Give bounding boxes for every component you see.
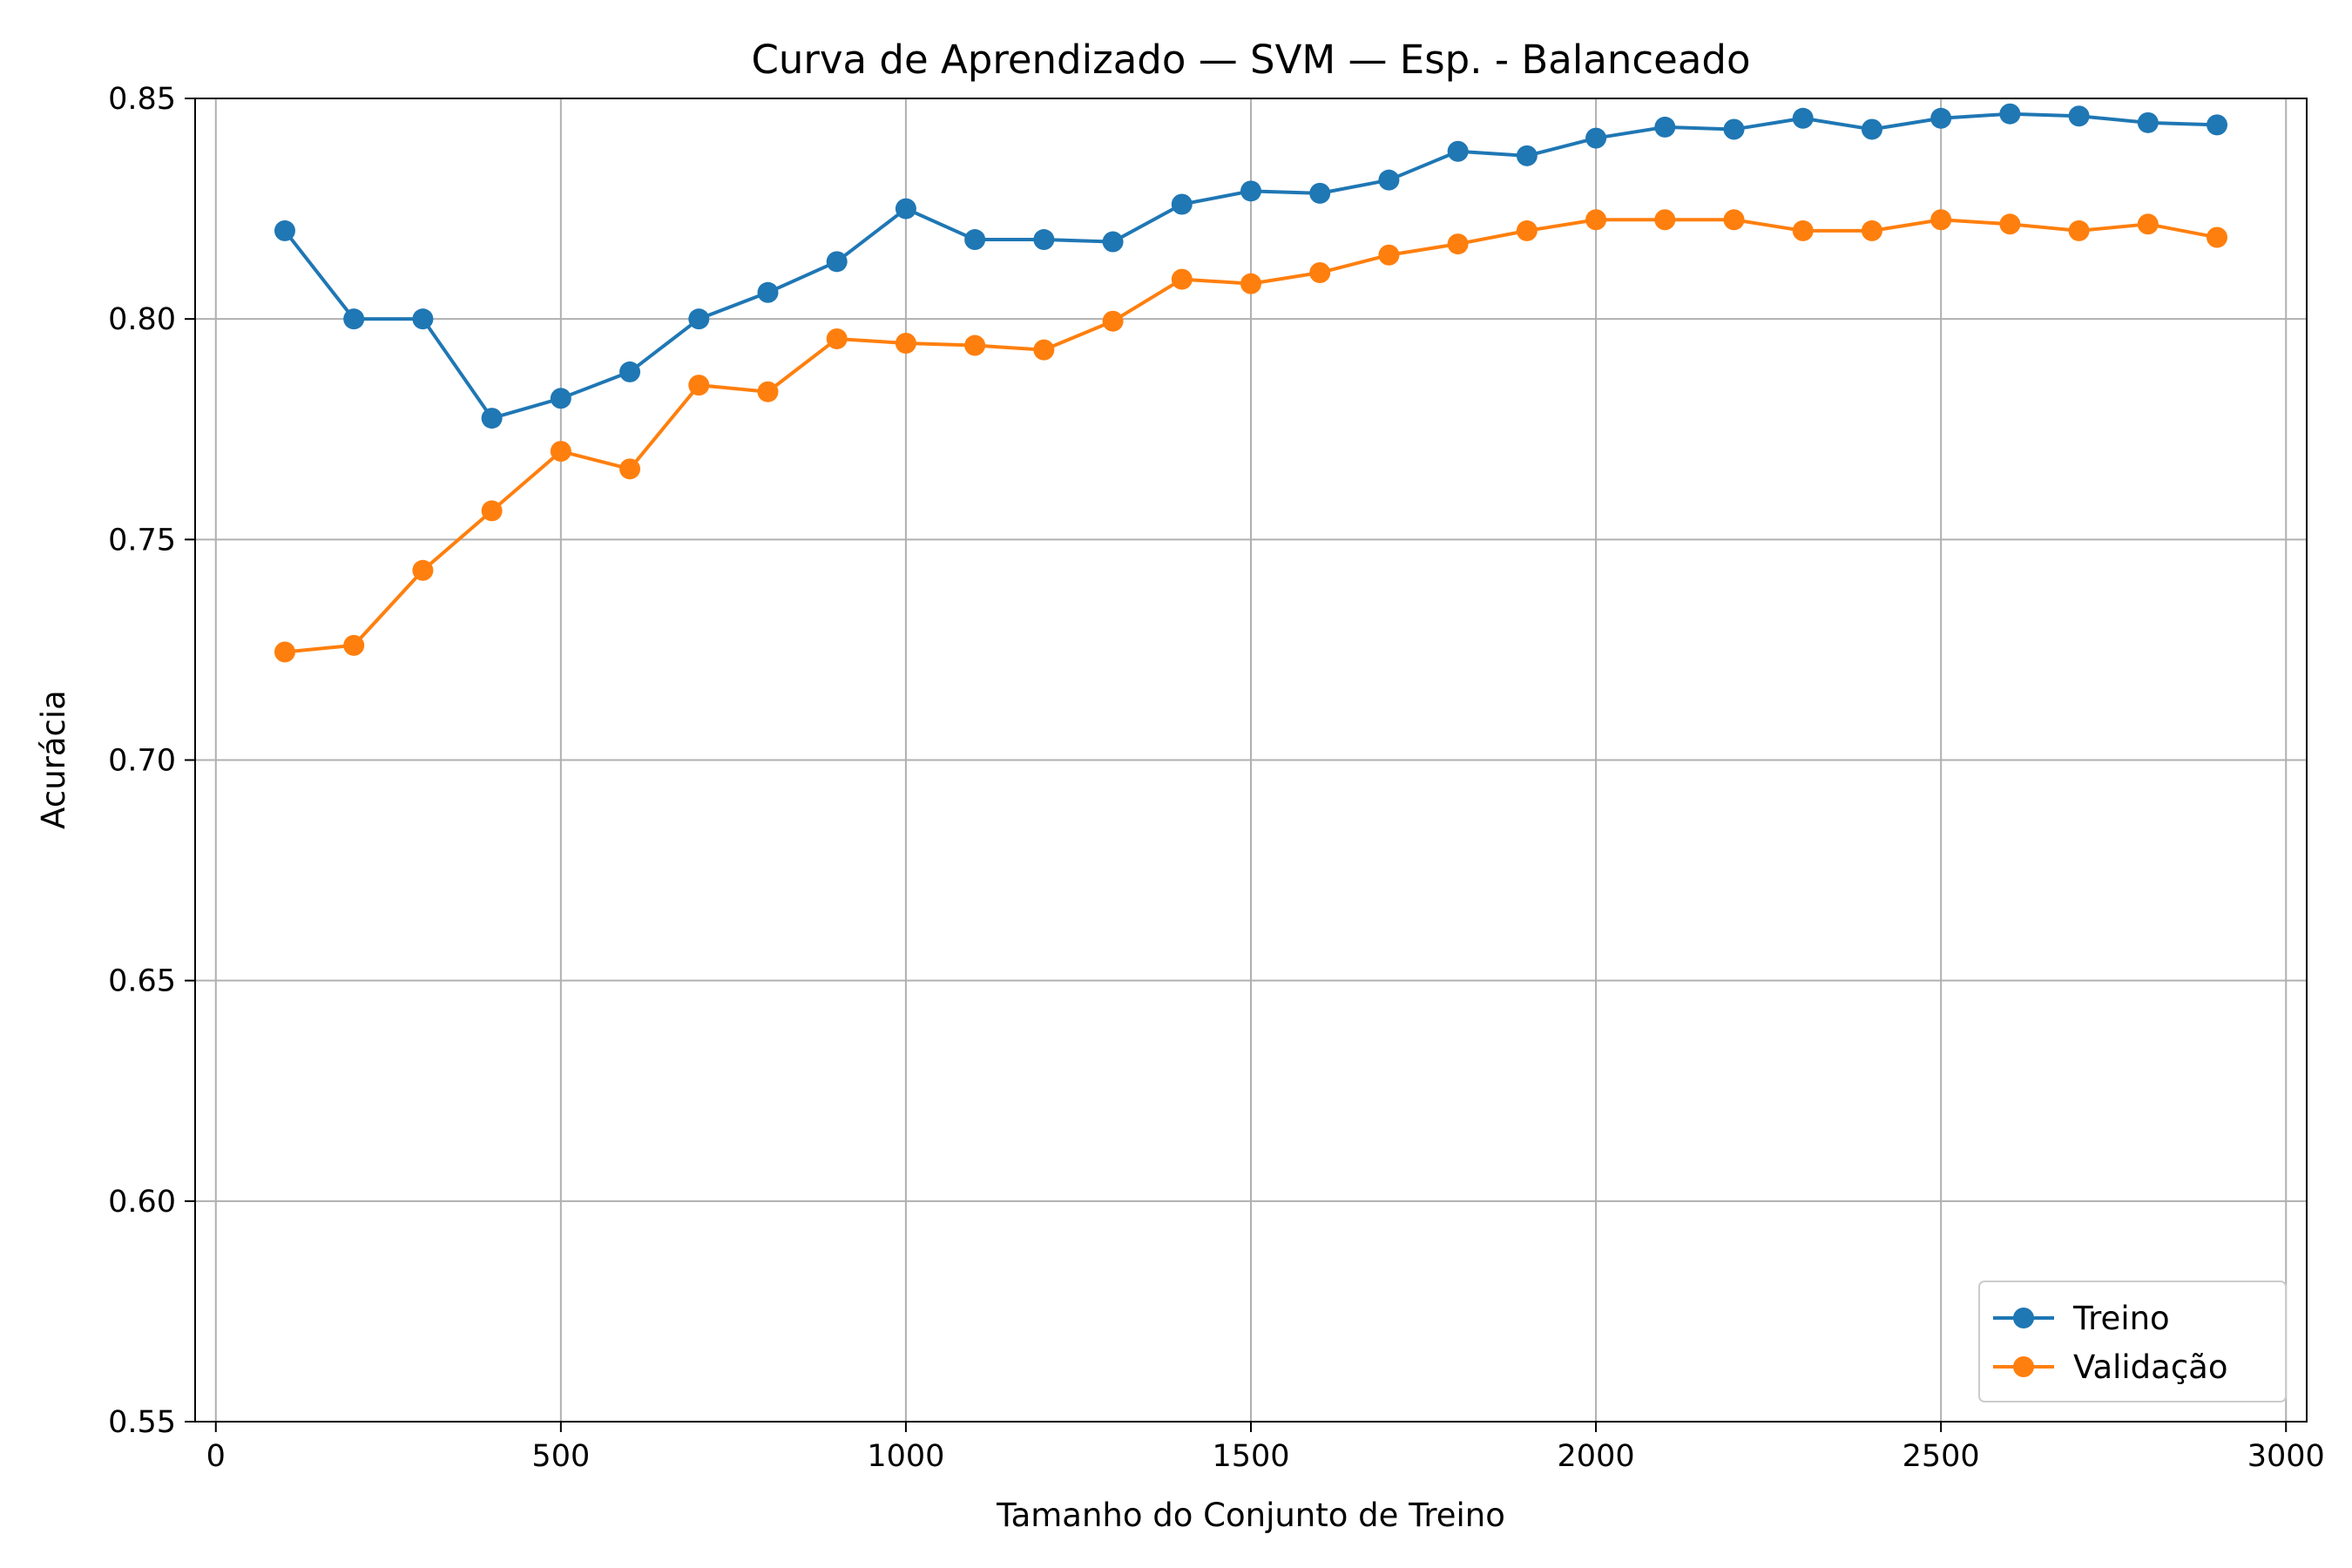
data-point bbox=[1585, 209, 1607, 231]
data-point bbox=[412, 308, 434, 330]
data-point bbox=[1930, 209, 1952, 231]
legend-label: Validação bbox=[2073, 1348, 2227, 1386]
data-point bbox=[1654, 209, 1676, 231]
y-tick-label: 0.70 bbox=[108, 744, 176, 779]
data-point bbox=[1102, 310, 1124, 332]
data-point bbox=[1171, 193, 1193, 215]
data-point bbox=[274, 641, 295, 663]
data-point bbox=[1585, 127, 1607, 149]
data-point bbox=[826, 328, 848, 349]
x-tick-label: 1500 bbox=[1212, 1439, 1289, 1474]
legend-label: Treino bbox=[2072, 1300, 2170, 1337]
data-point bbox=[964, 335, 986, 356]
y-tick-label: 0.75 bbox=[108, 523, 176, 558]
series-layer bbox=[274, 103, 2228, 663]
x-tick-label: 3000 bbox=[2247, 1439, 2325, 1474]
data-point bbox=[1378, 244, 1400, 266]
data-point bbox=[1930, 107, 1952, 129]
x-tick-label: 2000 bbox=[1558, 1439, 1635, 1474]
x-tick-label: 2500 bbox=[1903, 1439, 1980, 1474]
x-tick-label: 0 bbox=[206, 1439, 226, 1474]
data-point bbox=[481, 408, 503, 429]
x-tick-label: 1000 bbox=[867, 1439, 944, 1474]
data-point bbox=[2137, 213, 2159, 235]
data-point bbox=[1999, 213, 2021, 235]
y-tick-label: 0.55 bbox=[108, 1405, 176, 1440]
y-tick-label: 0.60 bbox=[108, 1185, 176, 1220]
data-point bbox=[1102, 231, 1124, 253]
data-point bbox=[1447, 233, 1469, 255]
data-point bbox=[1516, 220, 1538, 241]
data-point bbox=[688, 308, 710, 330]
legend-marker bbox=[2013, 1356, 2034, 1377]
data-point bbox=[619, 458, 641, 480]
data-point bbox=[2068, 105, 2090, 127]
data-point bbox=[1171, 268, 1193, 290]
data-point bbox=[964, 229, 986, 251]
data-point bbox=[895, 333, 916, 355]
axes-ticks: 0 500 1000 1500 2000 2500 3000 0.55 0.60 0.65 0.70… bbox=[108, 82, 2325, 1474]
legend-marker bbox=[2013, 1308, 2034, 1328]
data-point bbox=[757, 381, 779, 402]
data-point bbox=[1792, 220, 1814, 241]
y-tick-label: 0.65 bbox=[108, 964, 176, 999]
data-point bbox=[2137, 112, 2159, 133]
data-point bbox=[550, 441, 571, 463]
data-point bbox=[1792, 107, 1814, 129]
y-tick-label: 0.85 bbox=[108, 82, 176, 117]
data-point bbox=[1723, 209, 1745, 231]
data-point bbox=[1378, 169, 1400, 191]
data-point bbox=[1033, 339, 1055, 361]
data-point bbox=[412, 559, 434, 581]
data-point bbox=[1309, 262, 1331, 284]
data-point bbox=[1516, 145, 1538, 166]
series-treino bbox=[274, 103, 2228, 429]
data-point bbox=[343, 634, 365, 656]
data-point bbox=[1999, 103, 2021, 125]
data-point bbox=[1033, 229, 1055, 251]
data-point bbox=[550, 388, 571, 409]
data-point bbox=[688, 375, 710, 396]
data-point bbox=[1861, 220, 1882, 241]
x-axis-label: Tamanho do Conjunto de Treino bbox=[996, 1497, 1505, 1534]
data-point bbox=[1240, 273, 1261, 294]
data-point bbox=[2207, 114, 2228, 136]
legend: Treino Validação bbox=[1978, 1281, 2287, 1402]
data-point bbox=[1861, 118, 1882, 140]
data-point bbox=[619, 361, 641, 382]
y-axis-label: Acurácia bbox=[35, 690, 72, 829]
data-point bbox=[274, 220, 295, 241]
data-point bbox=[1654, 116, 1676, 138]
data-point bbox=[1447, 140, 1469, 162]
data-point bbox=[1723, 118, 1745, 140]
data-point bbox=[2068, 220, 2090, 241]
data-point bbox=[826, 251, 848, 273]
data-point bbox=[2207, 226, 2228, 248]
data-point bbox=[481, 500, 503, 522]
x-tick-label: 500 bbox=[531, 1439, 590, 1474]
data-point bbox=[1240, 180, 1261, 202]
legend-frame bbox=[1978, 1281, 2287, 1402]
y-tick-label: 0.80 bbox=[108, 302, 176, 337]
series-validacao bbox=[274, 209, 2228, 663]
chart-title: Curva de Aprendizado — SVM — Esp. - Bala… bbox=[751, 37, 1750, 83]
data-point bbox=[1309, 182, 1331, 204]
data-point bbox=[343, 308, 365, 330]
data-point bbox=[895, 198, 916, 220]
data-point bbox=[757, 281, 779, 303]
